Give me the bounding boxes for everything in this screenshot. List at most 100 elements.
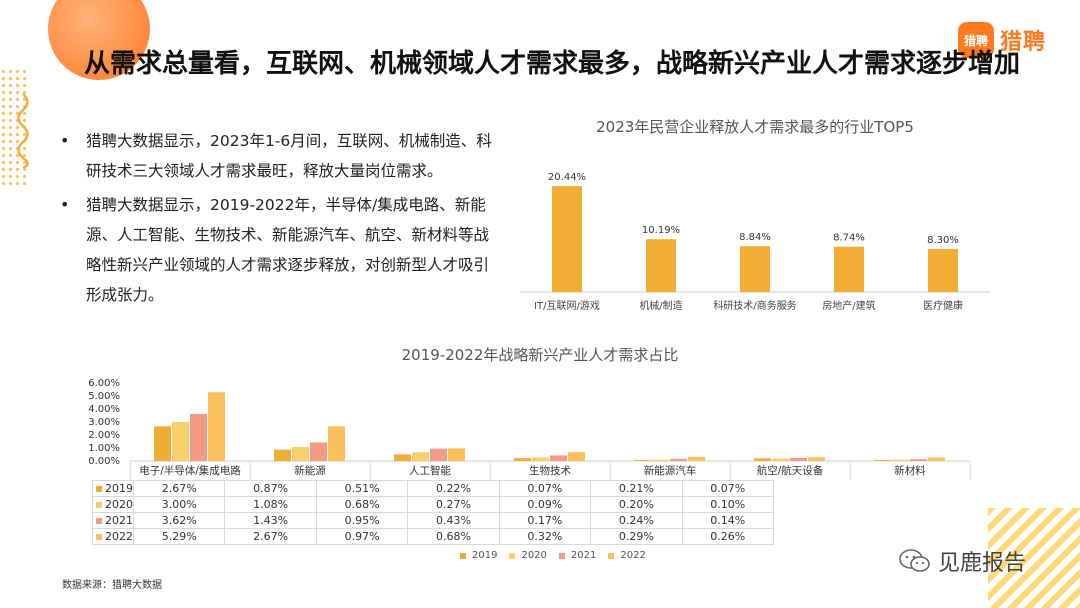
bar <box>394 454 411 461</box>
legend-item: 2020 <box>509 550 547 561</box>
bar-value-label: 8.30% <box>927 235 959 246</box>
decorative-wave <box>17 93 29 168</box>
y-tick-label: 5.00% <box>88 391 120 402</box>
table-cell: 0.21% <box>590 480 683 497</box>
legend-item: 2022 <box>608 550 646 561</box>
series-row-label: 2019 <box>92 480 134 497</box>
bar <box>412 452 429 461</box>
series-row-label: 2021 <box>92 512 134 529</box>
bar <box>448 448 465 461</box>
legend-swatch <box>509 552 516 559</box>
bar <box>834 246 864 292</box>
category-label: 新材料 <box>894 464 926 477</box>
logo-text: 猎聘 <box>1000 30 1047 55</box>
table-cell: 0.10% <box>681 496 774 513</box>
table-cell: 0.20% <box>590 496 683 513</box>
y-tick-label: 3.00% <box>88 417 120 428</box>
bar <box>646 239 676 292</box>
table-cell: 0.07% <box>498 480 592 497</box>
legend-swatch <box>558 552 565 559</box>
table-cell: 0.68% <box>315 496 409 513</box>
category-label: 新能源 <box>294 464 326 477</box>
series-swatch <box>96 486 102 492</box>
bar <box>532 457 549 461</box>
y-tick-label: 1.00% <box>88 443 120 454</box>
table-cell: 0.51% <box>315 480 409 497</box>
bullet-list: 猎聘大数据显示，2023年1-6月间，互联网、机械制造、科研技术三大领域人才需求… <box>60 126 500 314</box>
table-cell: 3.62% <box>132 512 226 529</box>
bar-value-label: 8.74% <box>833 233 865 244</box>
table-cell: 0.14% <box>681 512 774 529</box>
bar <box>154 426 171 461</box>
category-label: 新能源汽车 <box>644 464 697 477</box>
legend-label: 2022 <box>620 550 646 561</box>
bar-value-label: 8.84% <box>739 232 771 243</box>
y-tick-label: 4.00% <box>88 404 120 415</box>
category-label: 科研技术/商务服务 <box>713 299 796 312</box>
bar <box>514 458 531 461</box>
category-label: 房地产/建筑 <box>822 299 875 312</box>
y-tick-label: 0.00% <box>88 456 120 467</box>
table-cell: 0.29% <box>590 528 683 545</box>
liepin-logo: 猎聘 猎聘 <box>958 22 1046 58</box>
watermark-text: 见鹿报告 <box>938 551 1027 576</box>
legend-swatch <box>608 552 615 559</box>
bar <box>310 442 327 461</box>
bar <box>274 449 291 461</box>
logo-badge: 猎聘 <box>958 22 994 58</box>
table-cell: 0.09% <box>498 496 592 513</box>
table-cell: 1.08% <box>224 496 317 513</box>
legend-label: 2019 <box>472 550 498 561</box>
decorative-circle <box>48 0 150 80</box>
top5-chart-title: 2023年民营企业释放人才需求最多的行业TOP5 <box>596 118 914 136</box>
legend-item: 2019 <box>460 550 497 561</box>
table-cell: 0.97% <box>315 528 409 545</box>
bar <box>652 459 669 461</box>
table-cell: 0.07% <box>681 480 774 497</box>
legend-label: 2020 <box>521 550 547 561</box>
top5-industry-bar-chart: 20.44% IT/互联网/游戏 10.19% 机械/制造 8.84% 科研技术/商务服务… <box>520 172 990 312</box>
category-label: 人工智能 <box>409 464 451 477</box>
table-cell: 3.00% <box>132 496 226 513</box>
category-label: 电子/半导体/集成电路 <box>139 464 241 477</box>
bar <box>328 426 345 461</box>
table-cell: 0.68% <box>407 528 500 545</box>
bullet-item: 猎聘大数据显示，2023年1-6月间，互联网、机械制造、科研技术三大领域人才需求… <box>60 126 500 186</box>
table-cell: 0.17% <box>498 512 592 529</box>
bar <box>550 455 567 461</box>
table-cell: 2.67% <box>224 528 317 545</box>
bar <box>928 248 958 292</box>
series-swatch <box>96 534 102 540</box>
emerging-industry-bar-chart: 0.00% 1.00% 2.00% 3.00% 4.00% 5.00% 6.00% 电子/半导… <box>88 378 971 480</box>
table-cell: 5.29% <box>132 528 226 545</box>
table-cell: 0.95% <box>315 512 409 529</box>
table-cell: 0.32% <box>498 528 592 545</box>
bar <box>688 456 705 461</box>
table-cell: 0.27% <box>407 496 500 513</box>
bar-value-label: 10.19% <box>642 225 680 236</box>
decorative-stripes <box>988 508 1080 608</box>
bar <box>552 186 582 292</box>
bar <box>740 246 770 292</box>
slide-title: 从需求总量看，互联网、机械领域人才需求最多，战略新兴产业人才需求逐步增加 <box>84 49 1021 79</box>
emerging-chart-legend: 2019 2020 2021 2022 <box>460 550 646 561</box>
y-tick-label: 6.00% <box>88 378 120 389</box>
bar <box>754 458 771 461</box>
table-row: 2022 5.29% 2.67% 0.97% 0.68% 0.32% 0.29% 0.26% <box>92 528 774 545</box>
bar-value-label: 20.44% <box>548 172 586 183</box>
wechat-icon <box>899 549 930 572</box>
table-cell: 1.43% <box>224 512 317 529</box>
series-swatch <box>96 518 102 524</box>
category-label: IT/互联网/游戏 <box>534 299 600 312</box>
bar <box>808 457 825 461</box>
bar <box>190 413 207 461</box>
series-name: 2020 <box>105 498 133 511</box>
bar <box>874 460 891 461</box>
category-label: 机械/制造 <box>639 299 682 312</box>
bar <box>172 422 189 461</box>
category-label: 生物技术 <box>529 464 571 477</box>
legend-swatch <box>460 552 466 559</box>
bullet-item: 猎聘大数据显示，2019-2022年，半导体/集成电路、新能源、人工智能、生物技… <box>60 190 500 310</box>
bar <box>568 452 585 461</box>
bar <box>430 448 447 461</box>
